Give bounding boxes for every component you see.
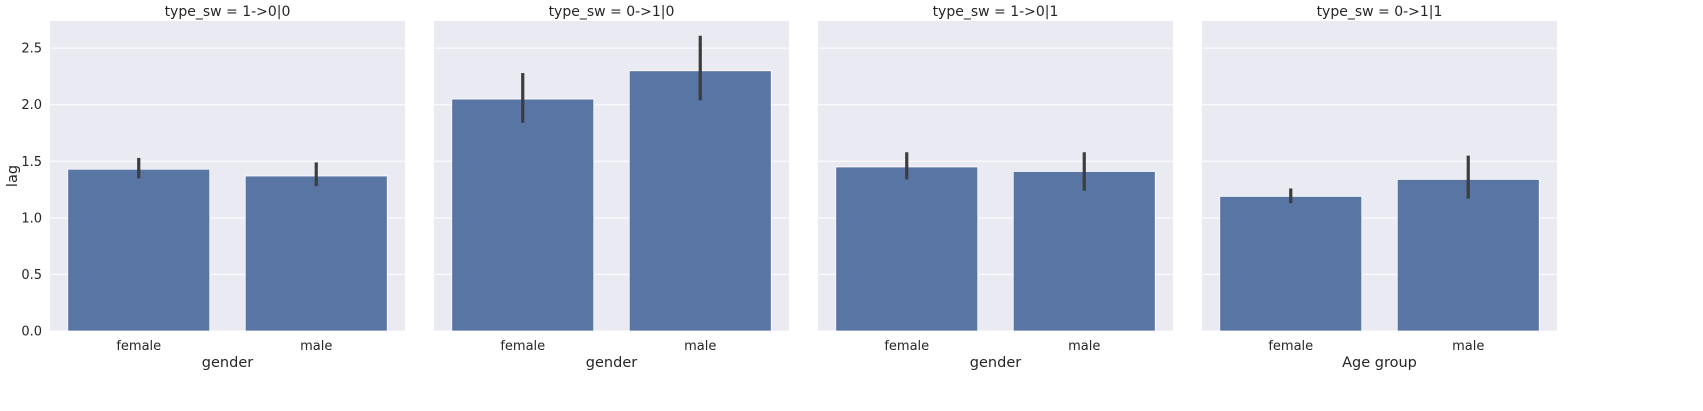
x-tick-label: male [1068,339,1100,354]
x-axis-label: gender [202,355,253,371]
x-tick-label: female [116,339,161,354]
x-tick-label: female [884,339,929,354]
y-tick-label: 2.5 [21,42,42,57]
x-tick-label: male [300,339,332,354]
panel-title: type_sw = 0->1|1 [1317,4,1443,20]
x-tick-label: male [1452,339,1484,354]
y-tick-label: 0.5 [21,268,42,283]
bar [67,168,211,332]
bar [244,175,388,332]
bar [835,166,979,332]
bar [1012,171,1156,332]
x-axis-label: gender [586,355,637,371]
x-tick-label: female [500,339,545,354]
bar [1219,195,1363,332]
panel-title: type_sw = 0->1|0 [549,4,675,20]
y-axis-label: lag [5,165,21,187]
bar [1396,178,1540,332]
x-tick-label: female [1268,339,1313,354]
bar [628,70,772,332]
y-tick-label: 1.0 [21,211,42,226]
bar [451,98,595,332]
y-tick-label: 1.5 [21,155,42,170]
x-axis-label: gender [970,355,1021,371]
y-tick-label: 0.0 [21,325,42,340]
y-tick-label: 2.0 [21,98,42,113]
x-axis-label: Age group [1342,355,1417,371]
x-tick-label: male [684,339,716,354]
panel-title: type_sw = 1->0|0 [165,4,291,20]
panel-title: type_sw = 1->0|1 [933,4,1059,20]
